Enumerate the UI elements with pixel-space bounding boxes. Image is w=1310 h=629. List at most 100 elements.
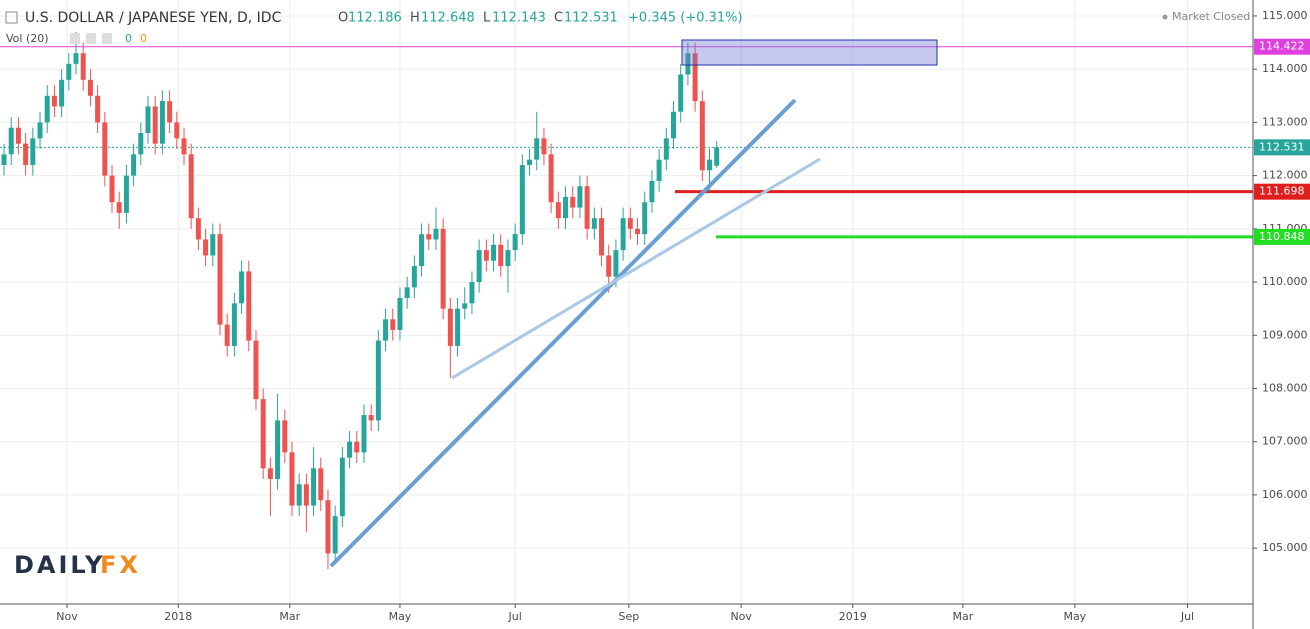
candle-body	[649, 180, 655, 203]
candle-body	[354, 441, 360, 453]
logo-part: FX	[100, 551, 141, 579]
candle-body	[44, 95, 50, 123]
candle-body	[368, 415, 374, 421]
x-tick-label: Jul	[1180, 610, 1194, 623]
candle-body	[426, 234, 432, 240]
candle-body	[491, 244, 497, 261]
settings-icon[interactable]	[86, 33, 96, 44]
candle-body	[440, 228, 446, 309]
candle-body	[383, 319, 389, 341]
candle-body	[613, 250, 619, 277]
candle-body	[419, 234, 425, 267]
candle-body	[505, 250, 511, 267]
candle-body	[296, 484, 302, 506]
candle-body	[59, 79, 65, 107]
candle-body	[203, 239, 209, 256]
candle-body	[455, 308, 461, 346]
close-icon[interactable]	[102, 33, 112, 44]
x-tick-label: May	[1063, 610, 1086, 623]
candle-body	[116, 202, 122, 213]
candle-body	[591, 218, 597, 229]
candle-body	[656, 159, 662, 181]
collapse-icon[interactable]	[5, 11, 18, 24]
candle-body	[397, 298, 403, 330]
logo-part: DAILY	[14, 551, 105, 579]
candle-body	[555, 202, 561, 219]
ohlc-value: 112.648	[421, 11, 475, 26]
ohlc-value: 112.186	[348, 11, 402, 26]
candle-body	[167, 101, 173, 123]
candle-body	[627, 218, 633, 229]
y-tick-label: 110.000	[1262, 275, 1308, 288]
candle-body	[678, 74, 684, 112]
candle-body	[433, 228, 439, 240]
candle-body	[663, 138, 669, 160]
candle-body	[692, 53, 698, 102]
x-tick-label: May	[389, 610, 412, 623]
y-tick-label: 114.000	[1262, 62, 1308, 75]
grid	[0, 0, 1253, 604]
volume-value: 0	[125, 32, 132, 45]
price-tag-label: 114.422	[1259, 40, 1305, 53]
candle-body	[109, 175, 115, 203]
candle-body	[699, 101, 705, 171]
x-tick-label: Nov	[730, 610, 752, 623]
y-tick-label: 107.000	[1262, 435, 1308, 448]
price-tag	[1254, 228, 1310, 245]
y-tick-label: 112.000	[1262, 169, 1308, 182]
x-tick-label: 2018	[164, 610, 192, 623]
price-tag	[1254, 38, 1310, 55]
candle-body	[498, 244, 504, 267]
trend-line	[329, 98, 797, 568]
candle-body	[87, 79, 93, 96]
axes: 105.000 106.000 107.000 108.000 109.000 110.0…	[56, 9, 1310, 623]
candle-body	[66, 63, 72, 80]
candle-body	[584, 186, 590, 229]
candle-body	[707, 159, 713, 171]
price-tag-label: 110.848	[1259, 230, 1305, 243]
ohlc-value: 112.531	[564, 11, 618, 26]
status-dot	[1162, 14, 1168, 20]
candle-body	[548, 154, 554, 203]
candle-body	[210, 234, 216, 256]
x-tick-label: Mar	[953, 610, 974, 623]
candle-body	[570, 196, 576, 208]
candle-body	[37, 122, 43, 139]
y-tick-label: 115.000	[1262, 9, 1308, 22]
candle-body	[606, 255, 612, 277]
y-tick-label: 108.000	[1262, 381, 1308, 394]
candle-body	[339, 457, 345, 517]
candle-body	[635, 228, 641, 235]
ohlc-label: O	[338, 11, 348, 26]
chart-title: U.S. DOLLAR / JAPANESE YEN, D, IDC	[25, 10, 282, 26]
candle-body	[303, 484, 309, 506]
candle-body	[51, 95, 57, 107]
candle-body	[152, 106, 158, 144]
market-status: Market Closed	[1172, 10, 1250, 23]
candle-body	[123, 175, 129, 213]
y-tick-label: 109.000	[1262, 328, 1308, 341]
price-tag-label: 111.698	[1259, 185, 1305, 198]
drawings	[329, 39, 938, 568]
candle-body	[347, 441, 353, 458]
candle-body	[73, 53, 79, 64]
candle-body	[174, 122, 180, 139]
candle-body	[527, 159, 533, 165]
change: +0.345 (+0.31%)	[628, 11, 743, 26]
candle-body	[534, 138, 540, 160]
candle-body	[577, 186, 583, 208]
candle-body	[195, 218, 201, 240]
candle-body	[404, 287, 410, 299]
x-tick-label: Jul	[507, 610, 521, 623]
x-tick-label: Mar	[279, 610, 300, 623]
candle-body	[599, 218, 605, 256]
candle-body	[447, 308, 453, 346]
candle-body	[318, 468, 324, 501]
candle-body	[1, 154, 7, 165]
eye-icon[interactable]	[70, 33, 80, 44]
candle-body	[642, 202, 648, 235]
candle-body	[714, 147, 720, 166]
candle-body	[469, 282, 475, 304]
candle-body	[267, 468, 273, 479]
